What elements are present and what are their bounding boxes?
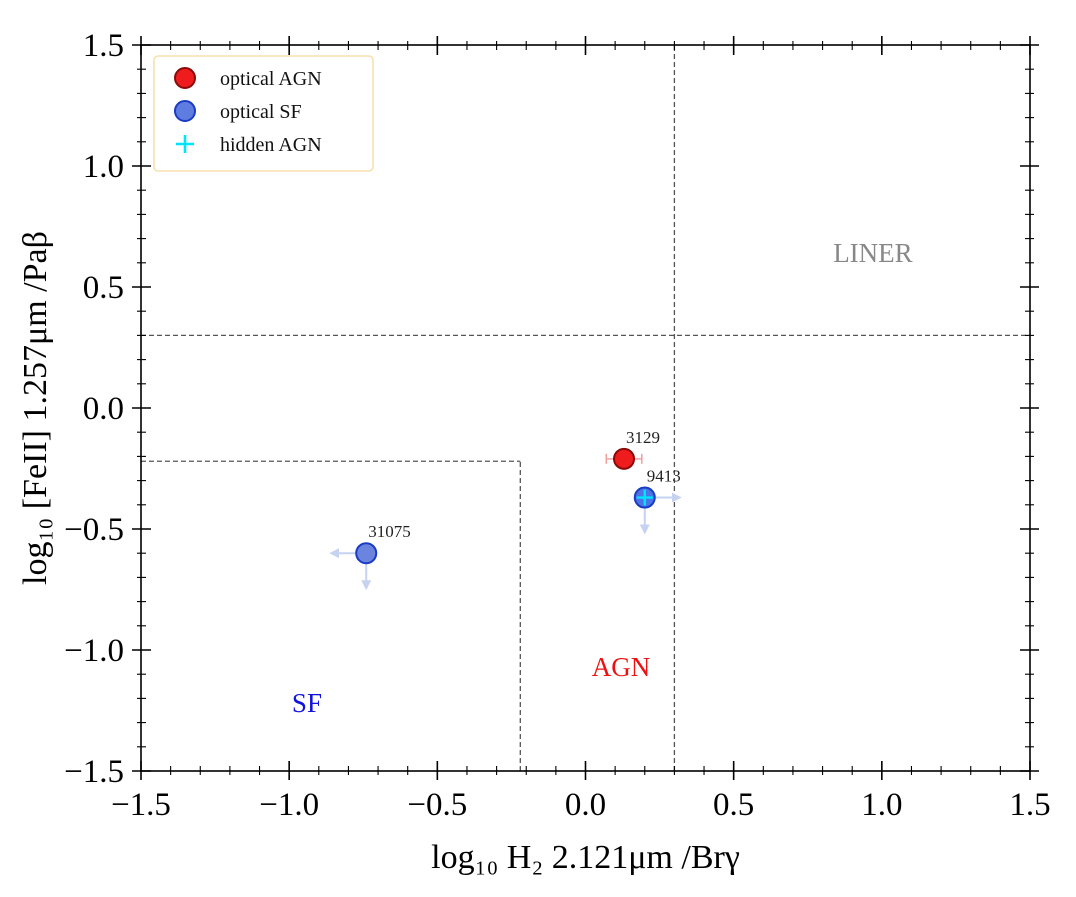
point-label-3129: 3129 <box>626 428 660 447</box>
x-tick-label: −1.5 <box>111 787 171 823</box>
x-tick-label: 0.0 <box>565 787 606 823</box>
error-bars <box>329 453 682 591</box>
x-axis-label: log₁₀ H₂ 2.121μm /Brγ <box>431 839 740 876</box>
x-tick-label: 1.5 <box>1009 787 1050 823</box>
legend-marker-1 <box>174 100 196 122</box>
y-tick-label: 1.5 <box>83 28 124 64</box>
region-label-liner: LINER <box>833 238 912 268</box>
legend-marker-0 <box>174 67 196 89</box>
region-dividers <box>141 45 1030 771</box>
y-tick-label: 0.5 <box>83 270 124 306</box>
x-tick-label: −0.5 <box>407 787 467 823</box>
data-point-31075 <box>355 542 378 565</box>
legend-box <box>153 55 374 172</box>
point-label-31075: 31075 <box>368 522 411 541</box>
y-tick-label: −1.0 <box>64 633 124 669</box>
y-tick-label: 0.0 <box>83 391 124 427</box>
data-points <box>355 447 656 565</box>
y-tick-label: −0.5 <box>64 512 124 548</box>
region-label-sf: SF <box>292 688 322 718</box>
x-tick-label: 1.0 <box>861 787 902 823</box>
x-tick-label: −1.0 <box>259 787 319 823</box>
region-label-agn: AGN <box>592 652 651 682</box>
legend-label-2: hidden AGN <box>220 134 322 156</box>
plot-frame <box>140 44 1031 772</box>
data-point-3129 <box>613 447 636 470</box>
y-tick-label: 1.0 <box>83 149 124 185</box>
tick-labels: −1.5 −1.0 −0.5 0.0 0.5 1.0 1.5 −1.5 −1.0 −0.5 0.0 0… <box>64 28 1051 823</box>
point-labels: 3129 9413 31075 <box>368 428 681 541</box>
legend-label-1: optical SF <box>220 101 302 123</box>
x-tick-label: 0.5 <box>713 787 754 823</box>
y-axis-label: log₁₀ [FeII] 1.257μm /Paβ <box>17 231 54 585</box>
legend: optical AGN optical SF hidden AGN <box>153 55 374 172</box>
legend-label-0: optical AGN <box>220 68 322 90</box>
region-labels: LINER AGN SF <box>292 238 913 718</box>
y-tick-label: −1.5 <box>64 754 124 790</box>
point-label-9413: 9413 <box>647 467 681 486</box>
